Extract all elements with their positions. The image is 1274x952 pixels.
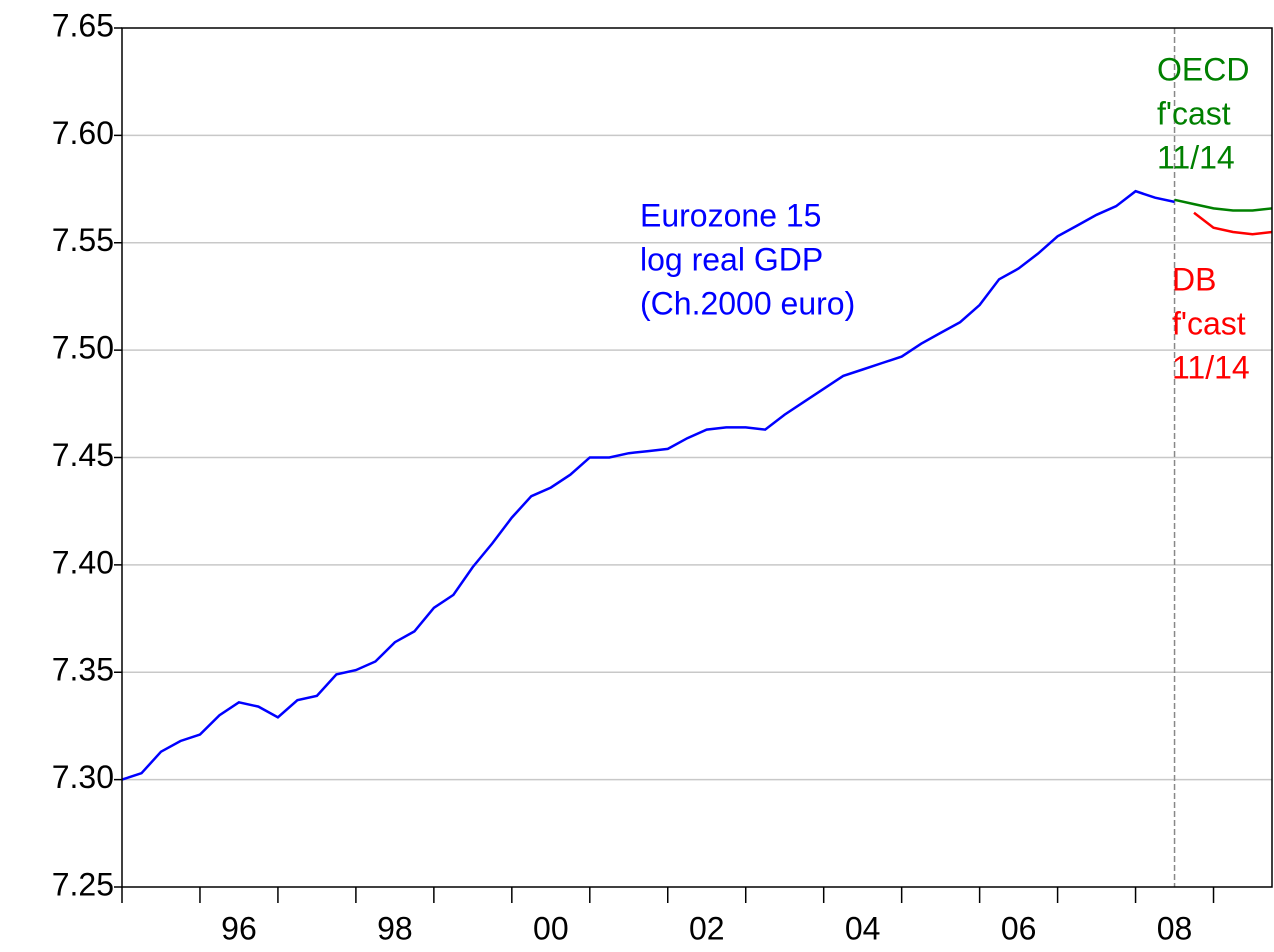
annotation: (Ch.2000 euro) <box>640 285 855 321</box>
x-tick-label: 02 <box>689 910 725 946</box>
y-tick-label: 7.55 <box>52 222 114 258</box>
line-series <box>121 189 1175 781</box>
x-tick-label: 08 <box>1157 910 1193 946</box>
x-tick-label: 04 <box>845 910 881 946</box>
x-tick-label: 98 <box>377 910 413 946</box>
y-tick-label: 7.50 <box>52 330 114 366</box>
annotation: f'cast <box>1172 305 1246 341</box>
annotation: 11/14 <box>1172 349 1250 385</box>
plot-frame <box>121 27 1273 888</box>
y-tick-label: 7.30 <box>52 759 114 795</box>
y-tick-label: 7.35 <box>52 652 114 688</box>
annotation: 11/14 <box>1157 139 1235 175</box>
annotation: log real GDP <box>640 241 823 277</box>
y-tick-label: 7.60 <box>52 115 114 151</box>
annotation: OECD <box>1157 51 1249 87</box>
y-tick-label: 7.40 <box>52 544 114 580</box>
annotation: Eurozone 15 <box>640 197 821 233</box>
y-tick-label: 7.25 <box>52 866 114 902</box>
x-tick-label: 00 <box>533 910 569 946</box>
line-series <box>1193 211 1273 236</box>
y-tick-label: 7.45 <box>52 437 114 473</box>
line-series <box>1174 198 1273 212</box>
x-tick-label: 96 <box>221 910 257 946</box>
x-tick-label: 06 <box>1001 910 1037 946</box>
annotation: f'cast <box>1157 95 1231 131</box>
y-tick-label: 7.65 <box>52 7 114 43</box>
annotation: DB <box>1172 261 1216 297</box>
